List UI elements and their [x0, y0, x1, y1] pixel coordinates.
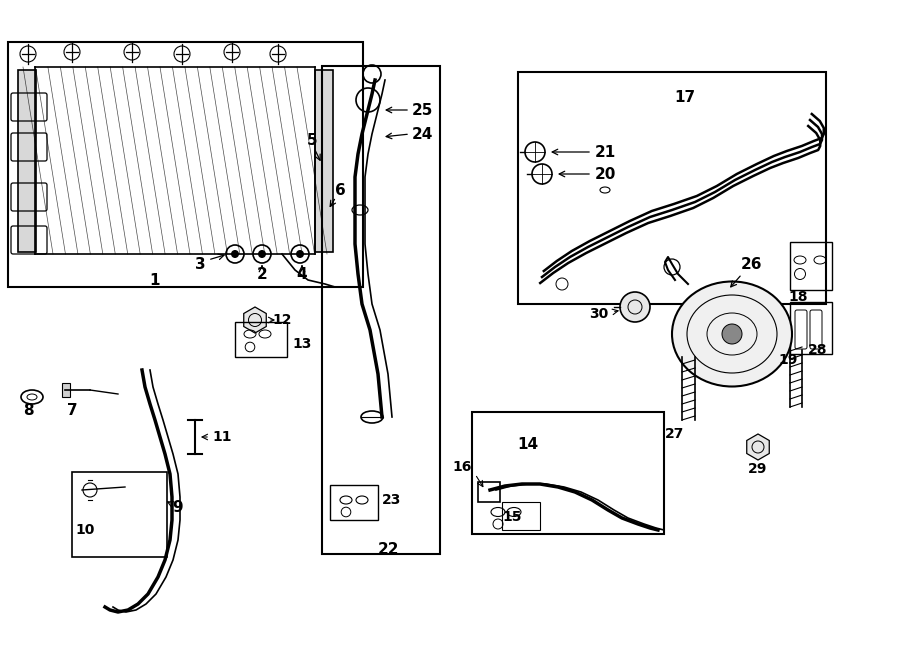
- Text: 14: 14: [518, 436, 538, 451]
- Text: 25: 25: [412, 103, 434, 117]
- Text: 16: 16: [453, 460, 472, 474]
- Bar: [315, 70, 333, 252]
- Text: 3: 3: [194, 256, 205, 271]
- Bar: [8, 42, 363, 287]
- Text: 15: 15: [502, 510, 522, 524]
- Text: 9: 9: [173, 500, 184, 514]
- Text: 12: 12: [272, 313, 292, 327]
- Circle shape: [620, 292, 650, 322]
- Text: 6: 6: [335, 183, 346, 197]
- Text: 13: 13: [292, 337, 311, 351]
- Text: 26: 26: [742, 256, 763, 271]
- Text: 27: 27: [665, 427, 685, 441]
- Text: 29: 29: [748, 462, 768, 476]
- Text: 17: 17: [674, 89, 696, 105]
- Bar: [235, 322, 287, 357]
- Text: 7: 7: [67, 402, 77, 418]
- Text: 11: 11: [212, 430, 231, 444]
- Text: 5: 5: [307, 132, 318, 148]
- Text: 24: 24: [412, 126, 434, 142]
- Bar: [62, 383, 70, 397]
- Bar: [502, 502, 540, 530]
- Bar: [330, 485, 378, 520]
- Bar: [518, 72, 826, 304]
- Text: 30: 30: [589, 307, 608, 321]
- Circle shape: [722, 324, 742, 344]
- Circle shape: [258, 250, 266, 258]
- Text: 20: 20: [595, 167, 616, 181]
- Text: 23: 23: [382, 493, 401, 507]
- Text: 4: 4: [297, 267, 307, 281]
- Text: 21: 21: [595, 144, 616, 160]
- Bar: [472, 412, 664, 534]
- Circle shape: [231, 250, 239, 258]
- Ellipse shape: [672, 281, 792, 387]
- Text: 19: 19: [778, 353, 797, 367]
- Bar: [478, 482, 500, 502]
- Text: 28: 28: [808, 343, 827, 357]
- Text: 22: 22: [377, 542, 399, 557]
- Text: 18: 18: [788, 290, 807, 304]
- Bar: [322, 66, 440, 554]
- Bar: [18, 70, 36, 252]
- Bar: [72, 472, 167, 557]
- Bar: [790, 242, 832, 290]
- Circle shape: [296, 250, 304, 258]
- Bar: [790, 302, 832, 354]
- Text: 1: 1: [149, 273, 160, 287]
- Text: 2: 2: [256, 267, 267, 281]
- Text: 8: 8: [22, 402, 33, 418]
- Text: 10: 10: [76, 523, 94, 537]
